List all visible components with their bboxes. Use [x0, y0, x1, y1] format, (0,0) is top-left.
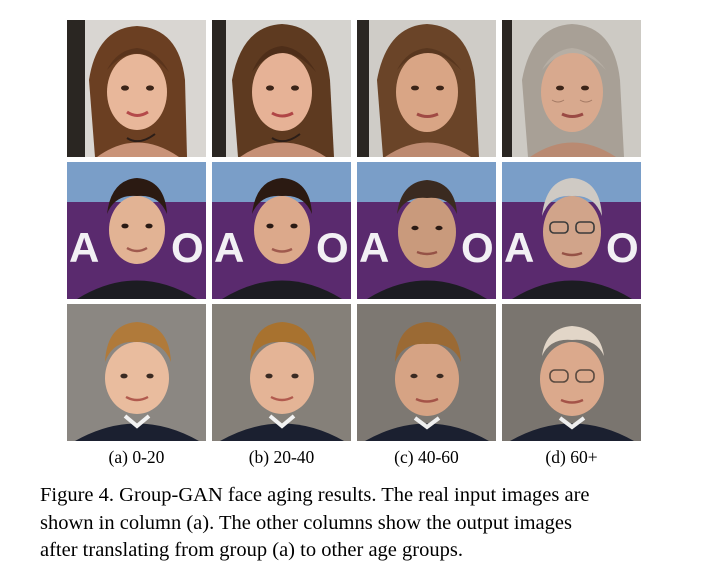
- face-image-row3-col-d: [502, 304, 641, 441]
- svg-text:O: O: [461, 224, 494, 271]
- face-image-row1-col-d: [502, 20, 641, 157]
- svg-text:A: A: [214, 224, 244, 271]
- column-label-a: (a) 0-20: [108, 447, 165, 467]
- svg-text:A: A: [504, 224, 534, 271]
- caption-line-1: Figure 4. Group-GAN face aging results. …: [40, 484, 590, 506]
- svg-text:A: A: [359, 224, 389, 271]
- caption-line-3: after translating from group (a) to othe…: [40, 539, 463, 561]
- face-image-row3-col-b: [212, 304, 351, 441]
- face-image-row1-col-b: [212, 20, 351, 157]
- column-label-b: (b) 20-40: [248, 447, 315, 467]
- face-image-row1-col-c: [357, 20, 496, 157]
- svg-text:O: O: [171, 224, 204, 271]
- face-image-row2-col-b: A O: [212, 162, 351, 299]
- column-labels: (a) 0-20 (b) 20-40 (c) 40-60 (d) 60+: [67, 446, 640, 470]
- face-aging-image-grid: A O A O A O: [67, 20, 641, 441]
- svg-text:O: O: [606, 224, 639, 271]
- face-image-row3-col-a: [67, 304, 206, 441]
- face-image-row2-col-a: A O: [67, 162, 206, 299]
- face-image-row1-col-a: [67, 20, 206, 157]
- column-label-c: (c) 40-60: [394, 447, 459, 467]
- svg-text:A: A: [69, 224, 99, 271]
- face-image-row2-col-c: A O: [357, 162, 496, 299]
- face-image-row3-col-c: [357, 304, 496, 441]
- caption-line-2: shown in column (a). The other columns s…: [40, 511, 572, 534]
- figure-caption: Figure 4. Group-GAN face aging results. …: [40, 482, 680, 565]
- svg-text:O: O: [316, 224, 349, 271]
- column-label-d: (d) 60+: [545, 447, 598, 467]
- face-image-row2-col-d: A O: [502, 162, 641, 299]
